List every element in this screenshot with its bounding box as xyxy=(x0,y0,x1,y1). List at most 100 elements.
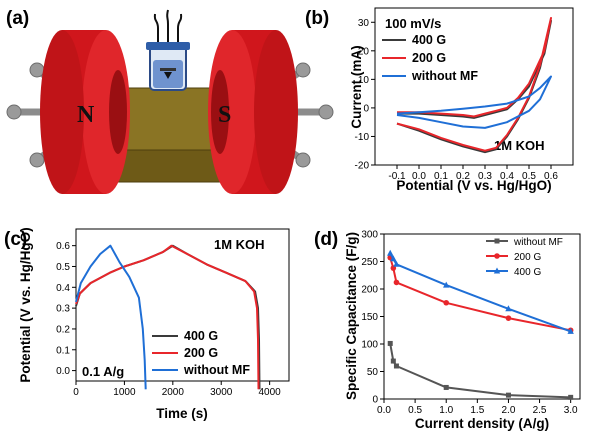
y-tick-label: 0.3 xyxy=(56,304,70,315)
legend-label: 400 G xyxy=(184,329,218,343)
electromagnet-north: N xyxy=(40,30,130,194)
electromagnet-south: S xyxy=(208,30,298,194)
plot-frame xyxy=(383,233,581,400)
plot-frame xyxy=(75,228,290,382)
x-tick-label: -0.1 xyxy=(388,171,406,182)
x-axis-label: Potential (V vs. Hg/HgO) xyxy=(396,178,551,193)
data-point xyxy=(387,249,394,256)
x-tick-label: 2.0 xyxy=(501,405,515,416)
y-axis-label: Specific Capacitance (F/g) xyxy=(344,232,359,400)
data-point xyxy=(443,384,449,390)
electrochemical-cell-icon xyxy=(146,42,190,91)
series-line-200-g xyxy=(75,244,260,390)
series-line-without-mf xyxy=(389,343,571,399)
x-tick-label: 0.2 xyxy=(456,171,470,182)
electrolyte-annotation: 1M KOH xyxy=(494,138,545,153)
data-point xyxy=(443,281,450,288)
y-tick-label: 100 xyxy=(361,340,378,351)
data-point xyxy=(505,315,512,321)
y-tick-label: 0.5 xyxy=(56,262,70,273)
data-point xyxy=(567,327,574,334)
data-point xyxy=(393,363,399,369)
y-tick-label: 0.6 xyxy=(56,241,70,252)
data-point xyxy=(505,305,512,312)
arm-knobs xyxy=(6,62,334,168)
legend-label: without MF xyxy=(411,69,478,83)
current-density-annotation: 0.1 A/g xyxy=(82,364,124,379)
y-axis-label: Potential (V vs. Hg/HgO) xyxy=(18,227,33,382)
y-tick-label: 250 xyxy=(361,257,378,268)
x-tick-label: 3000 xyxy=(210,387,233,398)
x-tick-label: 0 xyxy=(73,387,79,398)
x-tick-label: 0.1 xyxy=(434,171,448,182)
x-tick-label: 1.5 xyxy=(470,405,484,416)
panel-b-label: (b) xyxy=(305,8,329,29)
legend-label: 200 G xyxy=(514,252,541,263)
y-tick-label: 150 xyxy=(361,312,378,323)
y-tick-label: 30 xyxy=(358,18,370,29)
y-tick-label: 0.4 xyxy=(56,283,70,294)
data-point xyxy=(390,358,396,364)
x-tick-label: 0.5 xyxy=(522,171,536,182)
south-pole-label: S xyxy=(218,102,231,128)
y-tick-label: -20 xyxy=(355,161,370,172)
panel-d-label: (d) xyxy=(314,229,338,250)
y-tick-label: 0 xyxy=(363,103,369,114)
x-tick-label: 0.4 xyxy=(500,171,514,182)
x-tick-label: 0.0 xyxy=(377,405,391,416)
y-tick-label: 0 xyxy=(372,395,378,406)
y-tick-label: 0.1 xyxy=(56,345,70,356)
legend-marker xyxy=(494,253,500,259)
data-point xyxy=(390,255,397,262)
legend-label: 400 G xyxy=(514,267,541,278)
data-point xyxy=(387,340,393,346)
panel-c-gcd-plot: (c) 1M KOH 0.1 A/g Time (s) Potential (V… xyxy=(4,227,290,421)
panel-a-label: (a) xyxy=(6,8,29,29)
x-tick-label: 1.0 xyxy=(439,405,453,416)
x-tick-label: 0.6 xyxy=(544,171,558,182)
y-axis-label: Current (mA) xyxy=(349,45,364,128)
x-tick-label: 3.0 xyxy=(564,405,578,416)
x-tick-label: 2000 xyxy=(162,387,185,398)
legend-label: 200 G xyxy=(412,51,446,65)
x-axis-label: Time (s) xyxy=(156,406,208,421)
series-line-without-mf xyxy=(396,75,552,129)
y-tick-label: 20 xyxy=(358,46,370,57)
panel-a: (a) N xyxy=(6,8,334,194)
series-line-200-g xyxy=(396,17,552,152)
north-pole-label: N xyxy=(77,102,95,128)
panel-c-label: (c) xyxy=(4,229,27,250)
data-point xyxy=(505,392,511,398)
x-tick-label: 2.5 xyxy=(533,405,547,416)
legend-label: without MF xyxy=(513,237,563,248)
x-tick-label: 1000 xyxy=(113,387,136,398)
x-tick-label: 0.3 xyxy=(478,171,492,182)
legend-marker xyxy=(494,238,500,244)
y-tick-label: 0.2 xyxy=(56,324,70,335)
legend-label: 200 G xyxy=(184,346,218,360)
panel-d-capacitance-plot: (d) Current density (A/g) Specific Capac… xyxy=(314,229,581,431)
x-tick-label: 0.0 xyxy=(412,171,426,182)
data-point xyxy=(443,299,450,306)
data-point xyxy=(393,279,400,286)
y-tick-label: -10 xyxy=(355,132,370,143)
electrolyte-annotation: 1M KOH xyxy=(214,237,265,252)
x-tick-label: 0.5 xyxy=(408,405,422,416)
x-tick-label: 4000 xyxy=(259,387,282,398)
legend-label: 400 G xyxy=(412,33,446,47)
y-tick-label: 10 xyxy=(358,75,370,86)
series-line-without-mf xyxy=(75,244,147,390)
scan-rate-annotation: 100 mV/s xyxy=(385,16,441,31)
legend-label: without MF xyxy=(183,363,250,377)
y-tick-label: 200 xyxy=(361,285,378,296)
legend-marker xyxy=(493,267,501,274)
x-axis-label: Current density (A/g) xyxy=(415,416,549,431)
y-tick-label: 50 xyxy=(367,367,379,378)
data-point xyxy=(568,394,574,400)
y-tick-label: 300 xyxy=(361,230,378,241)
electrode-wires-icon xyxy=(153,9,183,42)
panel-b-cv-plot: (b) 100 mV/s 1M KOH Potential (V vs. Hg/… xyxy=(305,7,574,193)
data-point xyxy=(393,260,400,267)
y-tick-label: 0.0 xyxy=(56,366,70,377)
